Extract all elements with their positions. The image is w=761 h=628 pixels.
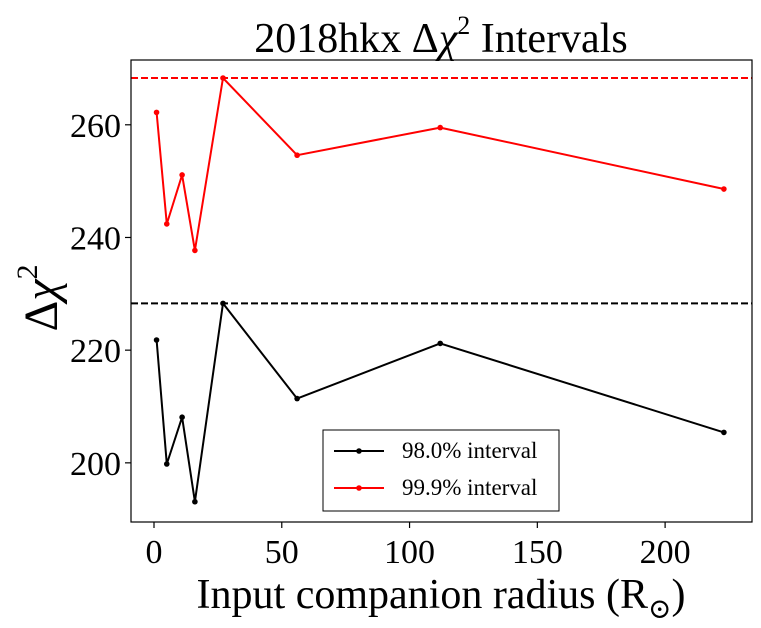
data-point (721, 429, 727, 436)
legend-label-999: 99.9% interval (402, 475, 537, 500)
y-axis-label: Δχ2 (11, 265, 68, 332)
data-point (179, 414, 185, 421)
data-point (153, 109, 160, 116)
data-point (163, 461, 170, 467)
plot-area (131, 75, 752, 505)
y-ticks: 200 220 240 260 (70, 108, 131, 483)
series-line-0 (155, 300, 725, 502)
y-tick-label: 240 (70, 220, 121, 257)
data-point (437, 124, 444, 131)
data-point (192, 247, 198, 254)
y-tick-label: 200 (70, 446, 121, 483)
data-point (721, 186, 727, 192)
legend-marker-999 (356, 485, 362, 491)
data-point (294, 152, 300, 159)
data-point (294, 395, 300, 402)
data-point (179, 172, 185, 178)
data-point (163, 221, 170, 227)
y-tick-label: 220 (70, 333, 121, 370)
y-tick-label: 260 (70, 108, 121, 145)
legend-box (322, 429, 560, 512)
legend-label-98: 98.0% interval (402, 438, 537, 463)
chart-title: 2018hkx Δχ2 Intervals (254, 11, 627, 62)
data-point (220, 300, 226, 307)
data-point (192, 498, 198, 505)
data-point (220, 75, 226, 81)
legend-marker-98 (356, 448, 362, 454)
x-tick-label: 50 (265, 534, 299, 571)
data-point (153, 337, 160, 343)
x-tick-label: 200 (640, 534, 691, 571)
x-ticks: 0 50 100 150 200 (146, 522, 691, 571)
axes-frame (130, 59, 753, 523)
x-tick-label: 100 (384, 534, 435, 571)
legend: 98.0% interval 99.9% interval (322, 429, 560, 512)
data-point (437, 340, 444, 347)
x-tick-label: 0 (146, 534, 163, 571)
series-line-1 (155, 75, 725, 251)
x-axis-label: Input companion radius (R⊙) (197, 572, 686, 625)
x-tick-label: 150 (512, 534, 563, 571)
